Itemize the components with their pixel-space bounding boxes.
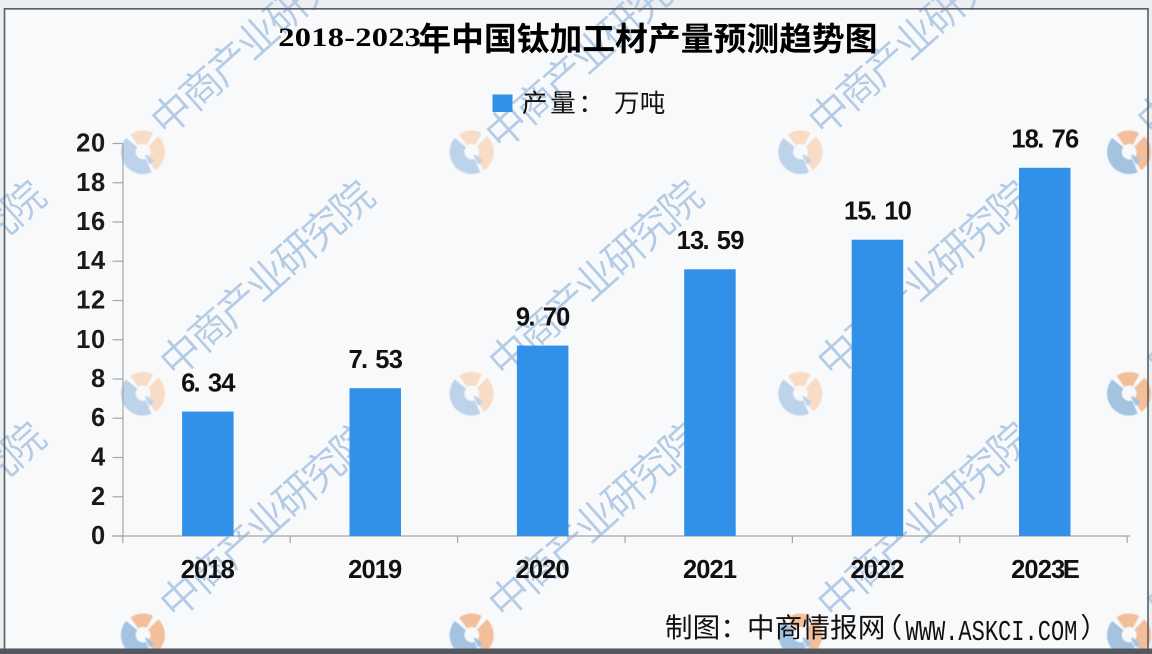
svg-text:4: 4 [91,444,106,472]
svg-text:1: 1 [76,208,90,236]
svg-text:8: 8 [221,556,235,584]
svg-text:2: 2 [1038,556,1052,584]
svg-text:5: 5 [375,346,389,374]
svg-text:6: 6 [91,404,105,432]
svg-text:0: 0 [556,303,570,331]
svg-text:5: 5 [717,227,731,255]
svg-text:7: 7 [349,346,363,374]
svg-text:7: 7 [1052,126,1066,154]
svg-text:0: 0 [696,556,710,584]
svg-text:1: 1 [375,556,389,584]
svg-text:2: 2 [850,556,864,584]
svg-text:2: 2 [683,556,697,584]
svg-text:1: 1 [844,197,858,225]
svg-text:6: 6 [1065,126,1079,154]
svg-text:2: 2 [76,130,90,158]
svg-text:2: 2 [542,556,556,584]
svg-text:E: E [1063,556,1080,584]
svg-text:4: 4 [91,247,106,275]
svg-text:1: 1 [1011,126,1025,154]
svg-text:.: . [194,369,201,397]
svg-text:1: 1 [884,197,898,225]
svg-text:9: 9 [730,227,744,255]
svg-text:1: 1 [76,247,90,275]
svg-text:0: 0 [1024,556,1038,584]
svg-text:0: 0 [91,522,105,550]
svg-text:7: 7 [543,303,557,331]
svg-text:1: 1 [76,169,90,197]
svg-text:0: 0 [91,130,105,158]
svg-text:.: . [870,197,877,225]
svg-text:1: 1 [76,287,90,315]
svg-text:2: 2 [710,556,724,584]
svg-text:8: 8 [91,365,105,393]
svg-text:WWW.ASKCI.COM: WWW.ASKCI.COM [906,616,1078,649]
svg-text:3: 3 [690,227,704,255]
svg-text:1: 1 [207,556,221,584]
svg-text:2: 2 [877,556,891,584]
svg-text:2: 2 [91,483,105,511]
svg-text:0: 0 [361,556,375,584]
svg-text:9: 9 [388,556,402,584]
svg-text:4: 4 [221,369,236,397]
svg-text:0: 0 [91,326,105,354]
svg-text:8: 8 [91,169,105,197]
svg-text:2: 2 [890,556,904,584]
svg-text:3: 3 [1051,556,1065,584]
svg-text:1: 1 [723,556,737,584]
svg-text:2: 2 [91,287,105,315]
svg-text:0: 0 [898,197,912,225]
svg-text:2: 2 [516,556,530,584]
svg-text:0: 0 [529,556,543,584]
svg-text:0: 0 [194,556,208,584]
svg-text:6: 6 [181,369,195,397]
svg-text:.: . [1037,126,1044,154]
svg-text:6: 6 [91,208,105,236]
svg-text:8: 8 [1025,126,1039,154]
svg-text:1: 1 [677,227,691,255]
svg-text:.: . [361,346,368,374]
svg-text:0: 0 [864,556,878,584]
svg-text:3: 3 [208,369,222,397]
svg-text:2: 2 [181,556,195,584]
svg-text:1: 1 [76,326,90,354]
svg-text:2: 2 [348,556,362,584]
svg-text:.: . [702,227,709,255]
svg-text:2018-2023: 2018-2023 [278,24,421,53]
svg-text:.: . [528,303,535,331]
svg-text:9: 9 [516,303,530,331]
svg-text:5: 5 [857,197,871,225]
svg-text:2: 2 [1011,556,1025,584]
svg-text:3: 3 [389,346,403,374]
svg-text:0: 0 [555,556,569,584]
